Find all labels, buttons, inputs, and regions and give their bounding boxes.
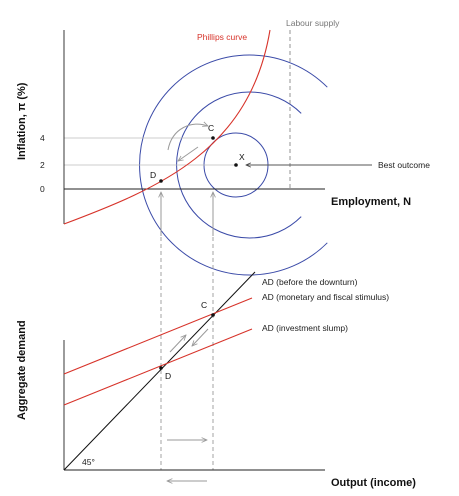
- ad-before-label: AD (before the downturn): [262, 277, 358, 287]
- phillips-curve: [63, 29, 271, 225]
- labour-supply-label: Labour supply: [286, 18, 340, 28]
- point-c-label-bottom: C: [201, 300, 207, 310]
- point-x-label: X: [239, 152, 245, 162]
- point-c-label-top: C: [208, 123, 214, 133]
- point-d-marker-top: [159, 179, 163, 183]
- point-c-marker-top: [211, 136, 215, 140]
- bottom-x-axis-title: Output (income): [331, 477, 416, 489]
- ad-slump-line: [63, 328, 253, 406]
- top-y-axis-title: Inflation, π (%): [16, 82, 28, 160]
- top-x-axis-title: Employment, N: [331, 196, 411, 208]
- point-x-marker: [234, 163, 238, 167]
- ad-slump-label: AD (investment slump): [262, 323, 348, 333]
- phillips-curve-label: Phillips curve: [197, 32, 247, 42]
- arrow-d-to-c-bottom: [169, 335, 186, 353]
- line-45-degree: [63, 271, 256, 471]
- point-d-label-bottom: D: [165, 371, 171, 381]
- point-d-marker-bottom: [159, 366, 163, 370]
- tick-label-4: 4: [40, 133, 45, 143]
- point-d-label-top: D: [150, 170, 156, 180]
- bottom-y-axis-title: Aggregate demand: [16, 320, 28, 420]
- arrow-c-to-d-top: [178, 146, 199, 161]
- ad-stimulus-line: [63, 297, 253, 375]
- angle-label: 45°: [82, 457, 95, 467]
- best-outcome-label: Best outcome: [378, 160, 430, 170]
- tick-label-2: 2: [40, 160, 45, 170]
- ad-stimulus-label: AD (monetary and fiscal stimulus): [262, 292, 389, 302]
- point-c-marker-bottom: [211, 313, 215, 317]
- tick-label-0: 0: [40, 184, 45, 194]
- arrow-d-to-c-curved: [167, 124, 208, 151]
- arrow-c-to-d-bottom: [192, 328, 209, 346]
